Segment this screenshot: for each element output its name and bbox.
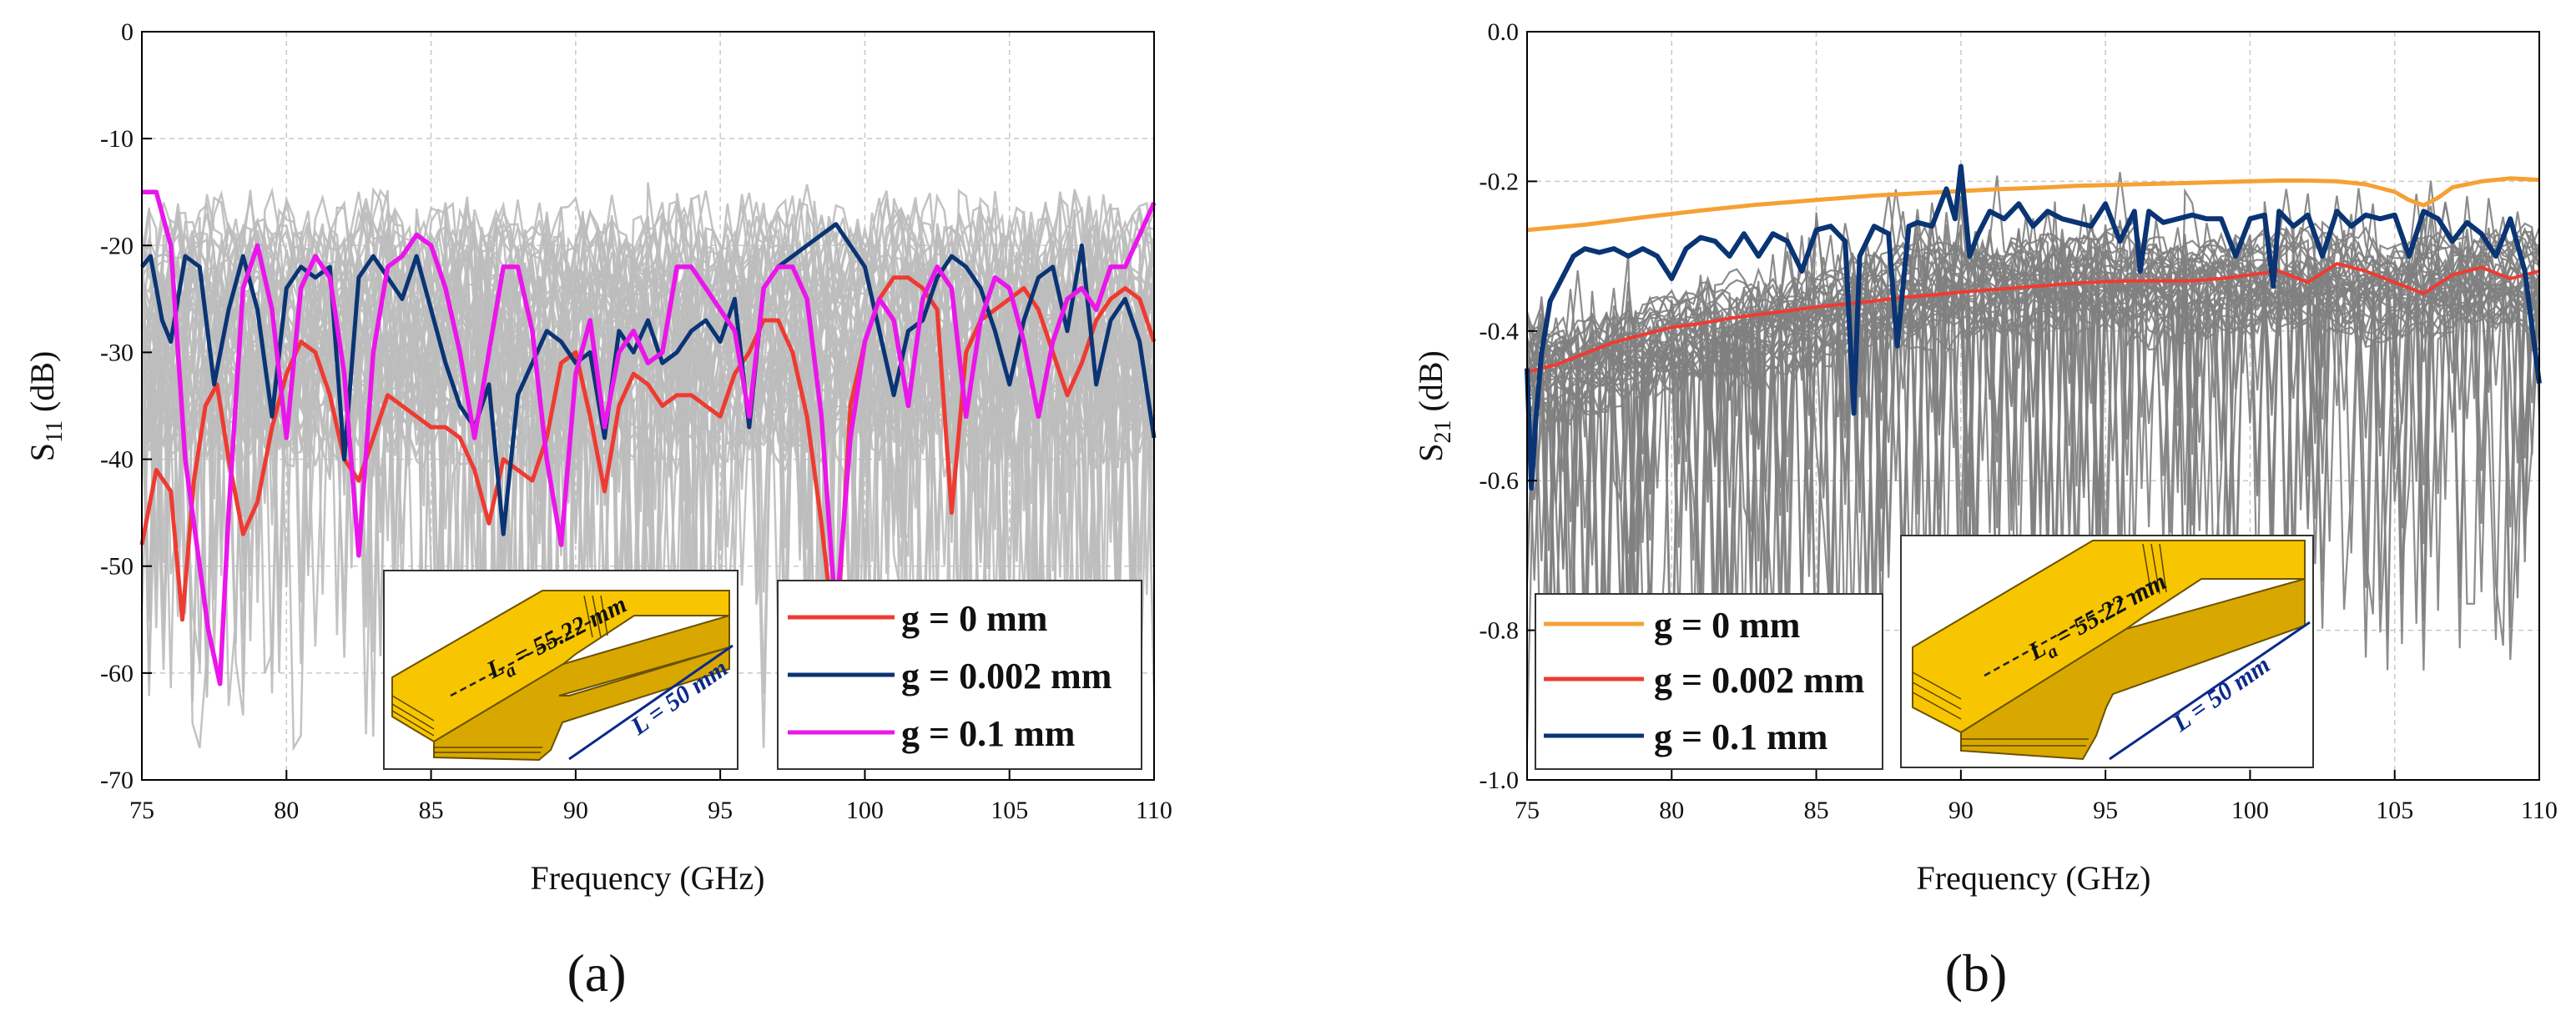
background-trace-b-33 [1526,272,2541,686]
tick-labels-b: 75 80 85 90 95 100 105 110 0.0 -0.2 -0.4 -0.6 -0.8 -1… [1480,18,2558,824]
background-trace-a-27 [140,186,1156,611]
structure-inset-b: La = 55.22 mm L = 50 mm [1900,535,2314,768]
series-line-b-2 [1526,262,2540,375]
legend-b-entry-3: g = 0.1 mm [1544,717,1827,757]
panel-label-a: (a) [567,943,626,1003]
background-trace-b-34 [1525,214,2540,646]
background-trace-b-35 [1525,232,2540,696]
plot-frame-b [1526,31,2540,781]
y-tick-label-a-4: -40 [100,446,134,474]
x-tick-label-a-3: 90 [563,797,588,824]
x-tick-label-a-0: 75 [129,797,154,824]
inset-l-line-a [568,644,733,761]
x-tick-label-a-7: 110 [1136,797,1172,824]
legend-b-frame [1535,593,1883,770]
legend-b-entry-2: g = 0.002 mm [1544,660,1864,701]
legend-a-label-3: g = 0.1 mm [901,713,1075,754]
y-axis-title-b: S21 (dB) [1412,350,1456,462]
legend-a-label-1: g = 0 mm [901,598,1047,639]
background-trace-a-42 [140,190,1155,706]
legend-a-entry-1: g = 0 mm [788,598,1047,639]
panel-label-b: (b) [1945,943,2008,1003]
tick-labels-a: 75 80 85 90 95 100 105 110 0 -10 -20 -30 -40 -50 -60 -7… [100,18,1172,824]
x-tick-label-b-6: 105 [2376,797,2413,824]
x-tick-label-b-0: 75 [1515,797,1540,824]
y-tick-label-b-5: -1.0 [1480,767,1520,794]
x-tick-label-a-2: 85 [419,797,444,824]
inset-l-line-b [2109,621,2311,761]
x-tick-label-b-2: 85 [1804,797,1829,824]
y-tick-label-a-0: 0 [121,18,134,46]
x-tick-label-a-4: 95 [708,797,733,824]
panel-b-s21: 75 80 85 90 95 100 105 110 0.0 -0.2 -0.4 -0.6 -0.8 -1… [1412,18,2558,1003]
x-axis-title-a: Frequency (GHz) [531,859,765,897]
legend-a: g = 0 mm g = 0.002 mm g = 0.1 mm [777,580,1142,770]
panel-a-s11: 75 80 85 90 95 100 105 110 0 -10 -20 -30 -40 -50 -60 -7… [23,18,1172,1003]
background-trace-b-19 [1525,195,2541,705]
inset-la-arrow-b [1984,579,2156,677]
background-trace-b-32 [1525,224,2540,671]
series-line-a-3 [142,189,1157,687]
background-trace-b-26 [1525,216,2541,712]
inset-slab-side-b [1960,577,2306,761]
background-trace-b-36 [1526,238,2541,731]
legend-b-label-1: g = 0 mm [1654,605,1800,646]
y-tick-label-b-1: -0.2 [1480,168,1520,195]
structure-inset-a: La = 55.22 mm L = 50 mm [383,570,739,770]
y-axis-title-a-main: S [23,443,61,461]
inset-layers-b [1912,543,2167,747]
x-axis-title-b: Frequency (GHz) [1917,859,2151,897]
inset-slab-top-b [1912,540,2306,734]
background-trace-a-30 [140,201,1156,715]
legend-b-label-3: g = 0.1 mm [1654,717,1827,757]
y-tick-label-a-2: -20 [100,232,134,259]
y-tick-label-a-3: -30 [100,339,134,366]
background-trace-a-47 [140,196,1156,712]
x-tick-label-a-5: 100 [846,797,884,824]
legend-a-label-2: g = 0.002 mm [901,656,1112,697]
y-tick-label-a-5: -50 [100,553,134,581]
inset-la-arrow-a [450,619,593,697]
legend-b: g = 0 mm g = 0.002 mm g = 0.1 mm [1535,593,1883,770]
x-tick-label-a-1: 80 [274,797,299,824]
y-tick-label-a-1: -10 [100,125,134,153]
series-lines-a [139,189,1157,687]
y-tick-label-a-7: -70 [100,767,134,794]
legend-b-label-2: g = 0.002 mm [1654,660,1864,701]
inset-slab-top-a [391,590,730,743]
x-tick-label-a-6: 105 [991,797,1028,824]
y-tick-label-a-6: -60 [100,660,134,687]
series-line-b-1 [1526,176,2540,233]
legend-a-entry-2: g = 0.002 mm [788,656,1112,697]
x-tick-label-b-4: 95 [2093,797,2118,824]
x-tick-label-b-7: 110 [2521,797,2558,824]
y-axis-title-b-main: S [1412,444,1449,462]
y-axis-title-a-unit: (dB) [23,351,61,420]
background-trace-a-45 [140,189,1156,687]
x-tick-label-b-5: 100 [2231,797,2269,824]
y-tick-label-b-0: 0.0 [1488,18,1520,46]
y-axis-title-b-unit: (dB) [1412,350,1449,420]
y-axis-title-b-sub: 21 [1430,420,1456,444]
series-line-a-2 [140,222,1157,536]
legend-a-entry-3: g = 0.1 mm [788,713,1075,754]
x-tick-label-b-1: 80 [1659,797,1684,824]
inset-layers-a [391,595,608,753]
background-trace-a-48 [140,197,1156,688]
y-tick-label-b-2: -0.4 [1480,318,1520,345]
x-tick-label-b-3: 90 [1948,797,1974,824]
y-tick-label-b-3: -0.6 [1480,467,1520,495]
y-tick-label-b-4: -0.8 [1480,617,1520,645]
y-axis-title-a-sub: 11 [42,420,68,443]
legend-b-entry-1: g = 0 mm [1544,605,1800,646]
y-axis-title-a: S11 (dB) [23,351,68,462]
series-line-b-3 [1525,163,2542,491]
series-lines-b [1525,163,2542,491]
background-trace-a-25 [140,197,1156,721]
plot-frame-a [141,31,1155,781]
